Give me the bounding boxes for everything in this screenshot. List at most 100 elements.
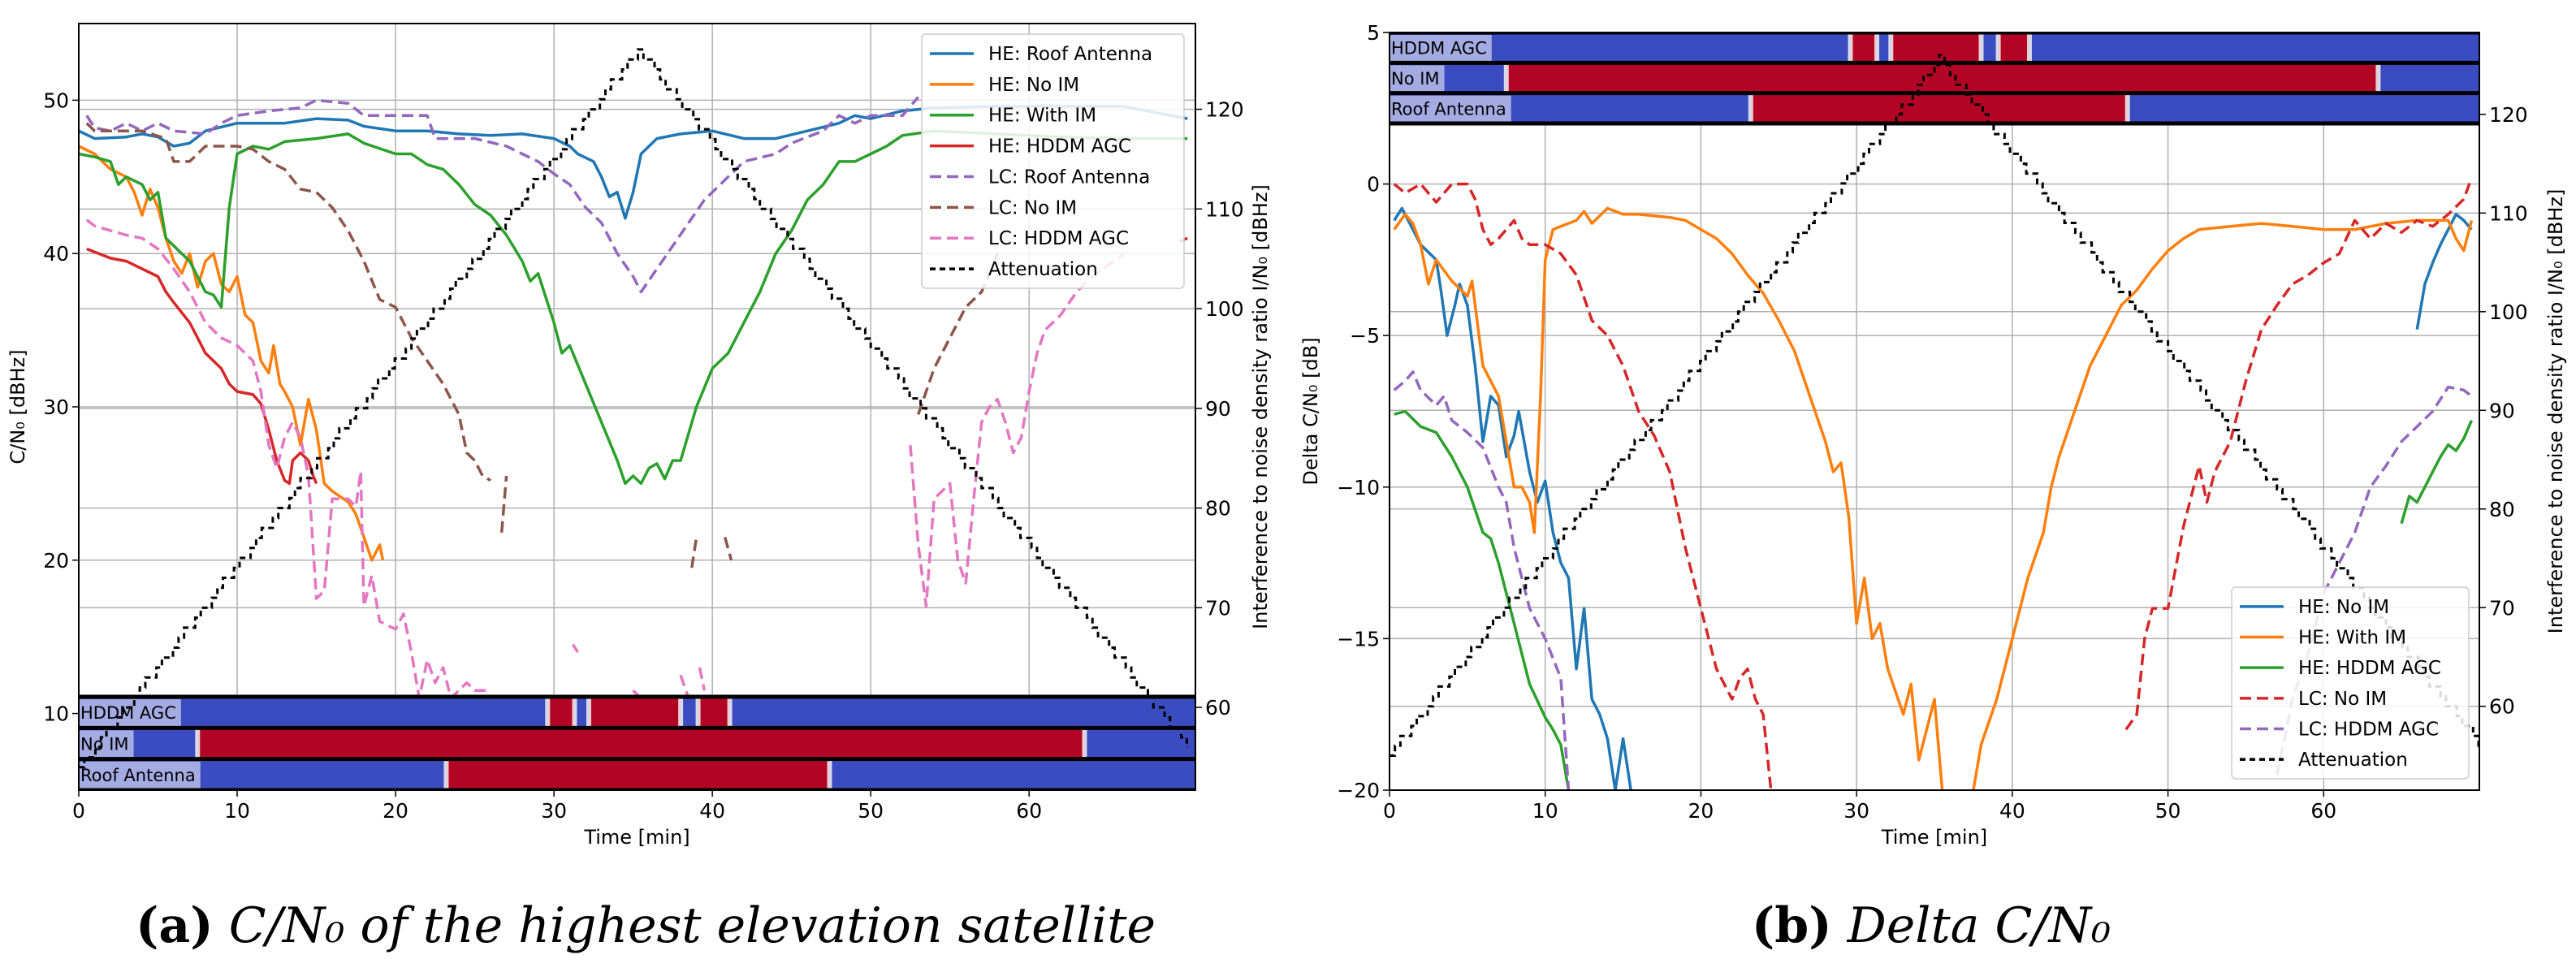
plot-frame: [1389, 32, 2480, 791]
y2-tick-label: 80: [1205, 497, 1231, 521]
heatmap-transition: [2026, 32, 2032, 63]
y2-tick-label: 100: [2489, 300, 2528, 324]
legend-label: LC: HDDM AGC: [988, 228, 1129, 249]
y2-tick-label: 100: [1205, 297, 1244, 321]
legend-label: LC: Roof Antenna: [988, 166, 1150, 188]
heatmap-row-label: No IM: [1391, 69, 1440, 89]
x-axis-label: Time [min]: [1881, 826, 1987, 849]
series-line-lc-no-im: [499, 475, 508, 533]
series-line-he-no-im: [79, 145, 385, 562]
heatmap-transition: [2124, 93, 2130, 123]
x-tick-label: 30: [541, 799, 567, 823]
series-line-he-hddm-agc: [86, 247, 318, 486]
legend-label: HE: With IM: [988, 106, 1096, 127]
y2-tick-label: 120: [1205, 98, 1244, 122]
legend-box: [921, 33, 1185, 289]
heatmap-label-box: [79, 761, 201, 789]
series-line-lc-hddm-agc: [2276, 385, 2473, 776]
heatmap-on-interval: [1506, 63, 2379, 93]
heatmap-transition: [1978, 32, 1984, 63]
legend-label: HE: HDDM AGC: [2298, 658, 2441, 679]
series-line-lc-hddm-agc: [85, 218, 491, 700]
heatmap-on-interval: [197, 728, 1085, 759]
series-line-lc-no-im: [724, 537, 733, 561]
heatmap-on-interval: [698, 697, 730, 728]
heatmap-row-label: No IM: [80, 735, 129, 754]
caption-text: Delta C/N₀: [1832, 897, 2111, 954]
legend-label: HE: No IM: [988, 75, 1079, 96]
series-line-he-with-im: [1393, 206, 1944, 790]
x-tick-label: 40: [1999, 799, 2025, 823]
heatmap-transition: [572, 697, 577, 728]
y2-tick-label: 90: [2489, 399, 2515, 422]
y2-tick-label: 80: [2489, 498, 2515, 521]
heatmap-on-interval: [547, 697, 575, 728]
y-tick-label: 5: [1367, 21, 1380, 45]
series-line-he-roof-antenna: [79, 105, 1188, 220]
x-tick-label: 0: [72, 799, 85, 823]
heatmap-transition: [727, 697, 733, 728]
series-line-he-hddm-agc: [2400, 420, 2474, 525]
heatmap-transition: [1848, 32, 1853, 63]
heatmap-transition: [695, 697, 701, 728]
legend-label: LC: No IM: [988, 197, 1077, 218]
y2-axis-label: Interference to noise density ratio I/N₀…: [2544, 189, 2567, 634]
y-axis-label: Delta C/N₀ [dB]: [1299, 337, 1322, 485]
y2-tick-label: 60: [1205, 696, 1231, 720]
heatmap-label-box: [1390, 95, 1511, 122]
legend: HE: No IM HE: With IM HE: HDDM AGC LC: No I…: [2231, 586, 2470, 780]
x-tick-label: 0: [1383, 799, 1396, 823]
heatmap-transition: [1748, 93, 1753, 123]
y2-tick-label: 90: [1205, 397, 1231, 421]
y-axis-label: C/N₀ [dBHz]: [6, 349, 29, 464]
caption-label: (b): [1752, 897, 1832, 954]
legend-label: HE: Roof Antenna: [988, 44, 1152, 65]
heatmap-transition: [443, 758, 449, 790]
heatmap-transition: [678, 697, 684, 728]
series-line-he-no-im: [2415, 213, 2473, 330]
subfigure-caption: (b) Delta C/N₀: [1752, 897, 2111, 954]
y2-axis-label: Interference to noise density ratio I/N₀…: [1249, 184, 1272, 629]
x-tick-label: 50: [858, 799, 884, 823]
series-line-lc-hddm-agc: [909, 252, 1126, 608]
series-line-lc-hddm-agc: [572, 643, 579, 654]
series-line-lc-hddm-agc: [698, 667, 707, 691]
heatmap-on-interval: [446, 758, 830, 790]
heatmap-on-interval: [589, 697, 681, 728]
legend-label: LC: No IM: [2298, 689, 2387, 710]
x-tick-label: 20: [383, 799, 408, 823]
legend-label: Attenuation: [2298, 750, 2408, 771]
heatmap-label-box: [1390, 35, 1492, 62]
series-line-lc-no-im: [690, 537, 698, 568]
heatmap-transition: [1888, 32, 1894, 63]
heatmap-on-interval: [1998, 32, 2029, 63]
heatmap-transition: [1995, 32, 2001, 63]
heatmap-transition: [827, 758, 832, 790]
y-tick-label: 10: [43, 702, 69, 726]
y2-tick-label: 120: [2489, 103, 2528, 127]
heatmap-transition: [2375, 63, 2381, 93]
x-tick-label: 10: [224, 799, 250, 823]
y2-tick-label: 70: [1205, 596, 1231, 620]
heatmap-transition: [545, 697, 551, 728]
series-line-he-with-im: [79, 129, 1188, 486]
x-tick-label: 20: [1688, 799, 1714, 823]
legend-label: Attenuation: [988, 259, 1098, 280]
x-tick-label: 40: [699, 799, 725, 823]
caption-label: (a): [136, 897, 214, 954]
subfigure-caption: (a) C/N₀ of the highest elevation satell…: [136, 897, 1156, 954]
legend-label: HE: With IM: [2298, 628, 2406, 649]
y-tick-label: −20: [1337, 779, 1380, 802]
y-tick-label: −10: [1337, 476, 1380, 499]
heatmap-on-interval: [1850, 32, 1878, 63]
series-line-attenuation: [79, 48, 1188, 769]
series-line-he-hddm-agc: [1394, 409, 1571, 790]
y-tick-label: 30: [43, 395, 69, 419]
heatmap-transition: [195, 728, 201, 759]
